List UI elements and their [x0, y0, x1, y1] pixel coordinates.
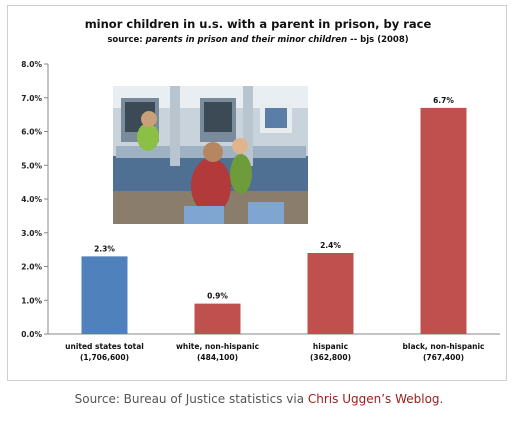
- bar-value-label: 0.9%: [207, 292, 228, 301]
- y-tick-label: 2.0%: [21, 263, 42, 272]
- source-note: Source: Bureau of Justice statistics via…: [0, 392, 518, 406]
- subtitle-prefix: source:: [107, 35, 145, 45]
- x-category-count: (484,100): [197, 353, 238, 362]
- y-tick-label: 7.0%: [21, 94, 42, 103]
- x-category-count: (1,706,600): [80, 353, 129, 362]
- chart-title: minor children in u.s. with a parent in …: [85, 17, 432, 31]
- bar: [307, 253, 354, 334]
- bar-value-label: 2.3%: [94, 244, 115, 253]
- prison-visit-photo: [113, 86, 308, 224]
- x-category-label: black, non-hispanic: [403, 342, 485, 351]
- bar: [81, 256, 128, 334]
- y-tick-label: 0.0%: [21, 330, 42, 339]
- y-tick-label: 8.0%: [21, 60, 42, 69]
- chart-frame: minor children in u.s. with a parent in …: [7, 5, 507, 381]
- x-category-label: united states total: [65, 342, 144, 351]
- source-suffix: .: [439, 392, 444, 406]
- data-labels: 2.3% united states total (1,706,600) 0.9% wh…: [65, 96, 484, 362]
- x-category-count: (362,800): [310, 353, 351, 362]
- subtitle-suffix: -- bjs (2008): [347, 35, 409, 45]
- y-tick-label: 6.0%: [21, 128, 42, 137]
- x-category-label: hispanic: [313, 342, 348, 351]
- weblog-link[interactable]: Chris Uggen’s Weblog: [307, 392, 440, 406]
- y-tick-label: 4.0%: [21, 195, 42, 204]
- y-tick-label: 5.0%: [21, 161, 42, 170]
- x-category-label: white, non-hispanic: [176, 342, 259, 351]
- bars: [81, 107, 467, 334]
- bar-value-label: 6.7%: [433, 96, 454, 105]
- chart-subtitle: source: parents in prison and their mino…: [107, 35, 408, 45]
- subtitle-source-title: parents in prison and their minor childr…: [145, 35, 348, 45]
- source-prefix: Source: Bureau of Justice statistics via: [74, 392, 308, 406]
- bar: [194, 303, 241, 334]
- bar-value-label: 2.4%: [320, 241, 341, 250]
- y-tick-label: 1.0%: [21, 296, 42, 305]
- bar: [420, 107, 467, 334]
- bar-chart: minor children in u.s. with a parent in …: [21, 17, 500, 362]
- y-tick-label: 3.0%: [21, 229, 42, 238]
- x-category-count: (767,400): [423, 353, 464, 362]
